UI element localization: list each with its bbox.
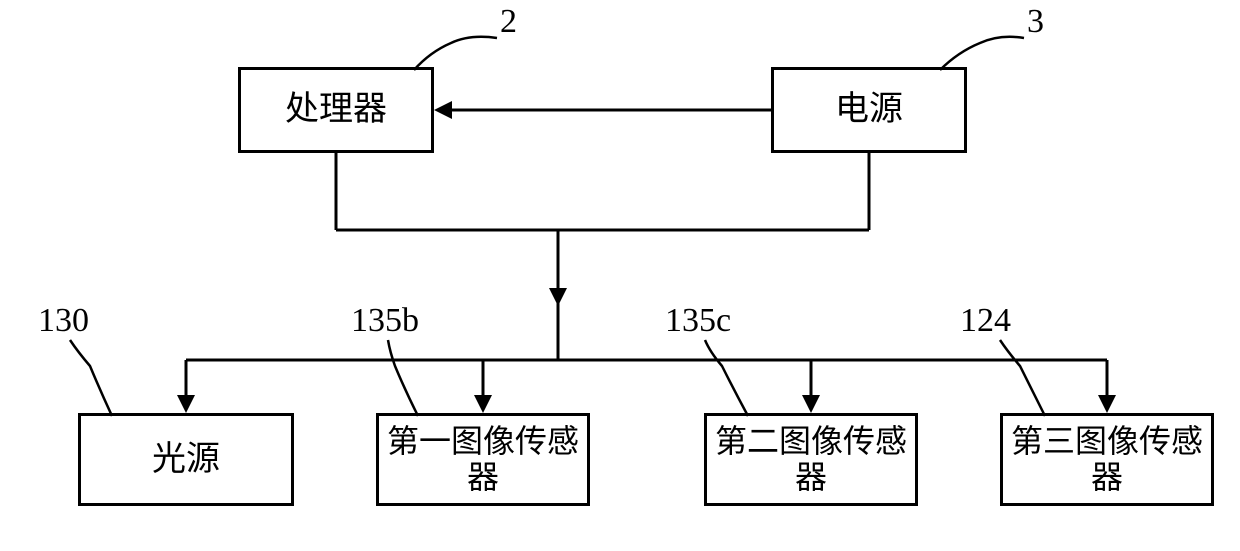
img-sensor-1-label: 第一图像传感器 bbox=[381, 424, 585, 494]
ref-135c-label: 135c bbox=[665, 302, 731, 340]
processor-label: 处理器 bbox=[285, 91, 387, 128]
img-sensor-2-label: 第二图像传感器 bbox=[709, 424, 913, 494]
light-source-label: 光源 bbox=[152, 441, 220, 478]
img-sensor-3-box: 第三图像传感器 bbox=[1000, 413, 1214, 506]
power-box: 电源 bbox=[771, 67, 967, 153]
processor-box: 处理器 bbox=[238, 67, 434, 153]
ref-135b-label: 135b bbox=[351, 302, 419, 340]
light-source-box: 光源 bbox=[78, 413, 294, 506]
img-sensor-2-box: 第二图像传感器 bbox=[704, 413, 918, 506]
ref-3-label: 3 bbox=[1027, 3, 1044, 41]
ref-2-label: 2 bbox=[500, 3, 517, 41]
img-sensor-3-label: 第三图像传感器 bbox=[1005, 424, 1209, 494]
ref-130-label: 130 bbox=[38, 302, 89, 340]
ref-124-label: 124 bbox=[960, 302, 1011, 340]
power-label: 电源 bbox=[835, 91, 903, 128]
img-sensor-1-box: 第一图像传感器 bbox=[376, 413, 590, 506]
